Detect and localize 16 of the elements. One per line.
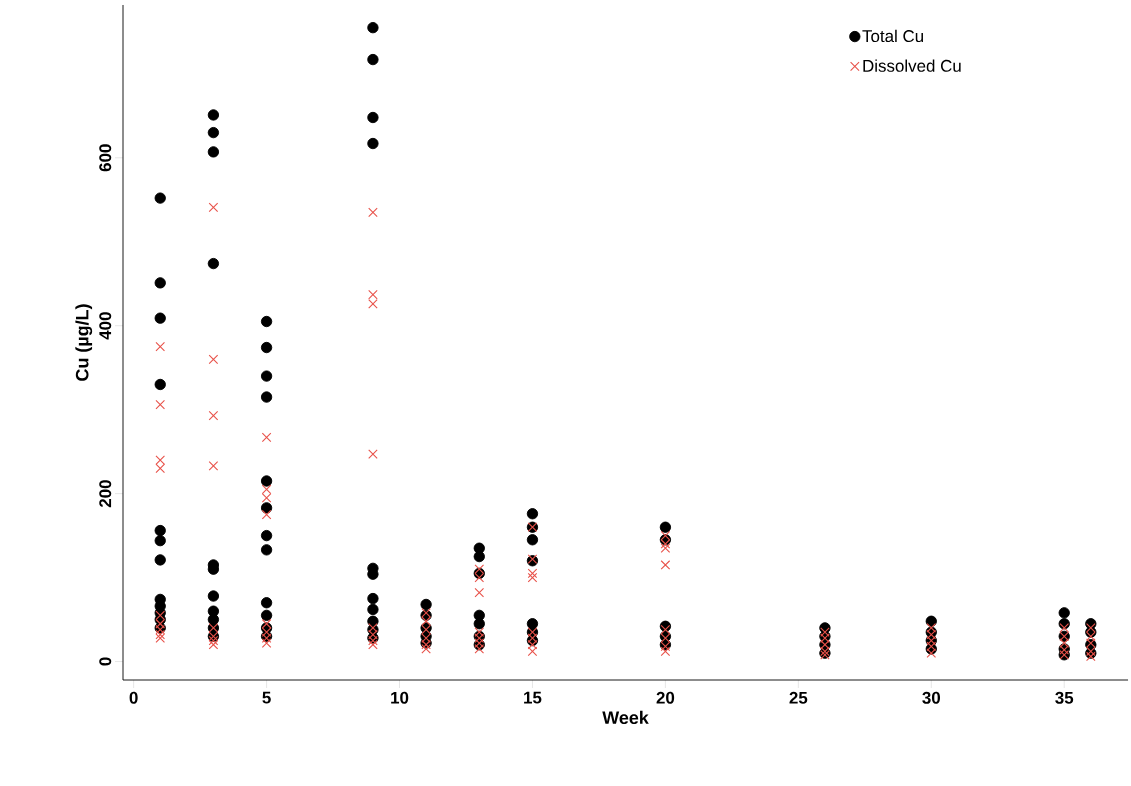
x-tick-label: 25 (789, 691, 808, 704)
x-tick-label: 0 (129, 691, 138, 704)
y-tick-label: 200 (99, 480, 112, 508)
legend-label: Dissolved Cu (863, 59, 961, 72)
x-tick-label: 5 (262, 691, 271, 704)
x-tick-label: 20 (656, 691, 675, 704)
x-tick-label: 10 (391, 691, 409, 704)
y-tick-label: 0 (99, 657, 112, 666)
y-tick-label: 400 (99, 312, 112, 340)
x-tick-label: 15 (524, 691, 542, 704)
x-axis-title: Week (602, 710, 649, 725)
x-tick-label: 35 (1055, 691, 1074, 704)
y-tick-label: 600 (99, 144, 112, 172)
legend-label: Total Cu (862, 29, 924, 43)
x-tick-label: 30 (922, 691, 940, 704)
y-axis-title: Cu (µg/L) (75, 304, 93, 381)
